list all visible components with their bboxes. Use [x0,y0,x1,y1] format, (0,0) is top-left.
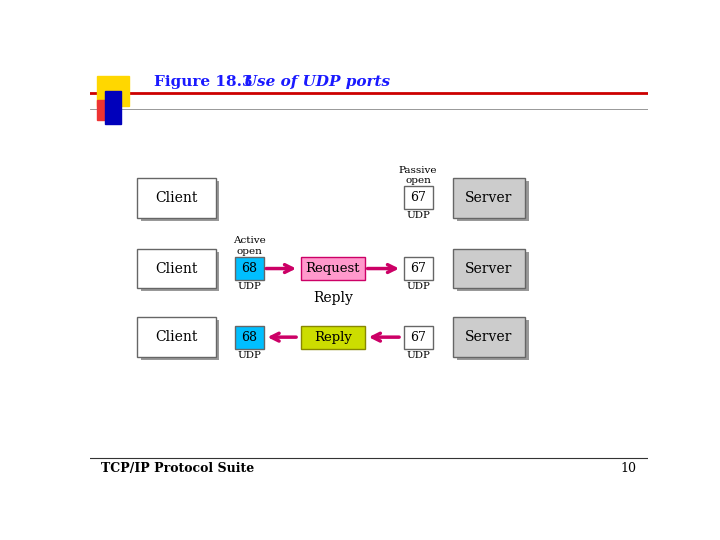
Text: Server: Server [465,330,513,344]
Text: Use of UDP ports: Use of UDP ports [228,75,390,89]
Bar [96,100,120,120]
Text: UDP: UDP [406,211,430,220]
Text: 67: 67 [410,191,426,204]
Bar [138,178,215,218]
Text: 67: 67 [410,330,426,343]
Bar [453,318,525,357]
Bar [404,186,433,210]
Text: UDP: UDP [237,350,261,360]
Bar [96,77,129,106]
Bar [453,178,525,218]
Bar [456,320,529,360]
Bar [141,252,220,291]
Bar [138,318,215,357]
Bar [104,91,121,124]
Text: Server: Server [465,261,513,275]
Text: Request: Request [305,262,360,275]
Text: UDP: UDP [237,282,261,291]
Text: Client: Client [156,261,198,275]
Bar [235,257,264,280]
Text: Client: Client [156,191,198,205]
Text: UDP: UDP [406,282,430,291]
Bar [235,326,264,349]
Bar [404,257,433,280]
Bar [301,257,365,280]
Text: 10: 10 [621,462,637,475]
Bar [456,181,529,220]
Text: UDP: UDP [406,350,430,360]
Bar [404,326,433,349]
Bar [301,326,365,349]
Text: Client: Client [156,330,198,344]
Text: 68: 68 [241,262,257,275]
Bar [456,252,529,291]
Text: Server: Server [465,191,513,205]
Text: 68: 68 [241,330,257,343]
Text: Passive
open: Passive open [399,166,437,185]
Bar [453,249,525,288]
Text: Reply: Reply [312,292,353,306]
Bar [141,181,220,220]
Text: TCP/IP Protocol Suite: TCP/IP Protocol Suite [101,462,254,475]
Bar [138,249,215,288]
Text: Active
open: Active open [233,237,266,256]
Bar [141,320,220,360]
Text: Reply: Reply [314,330,351,343]
Text: 67: 67 [410,262,426,275]
Text: Figure 18.3: Figure 18.3 [154,75,253,89]
